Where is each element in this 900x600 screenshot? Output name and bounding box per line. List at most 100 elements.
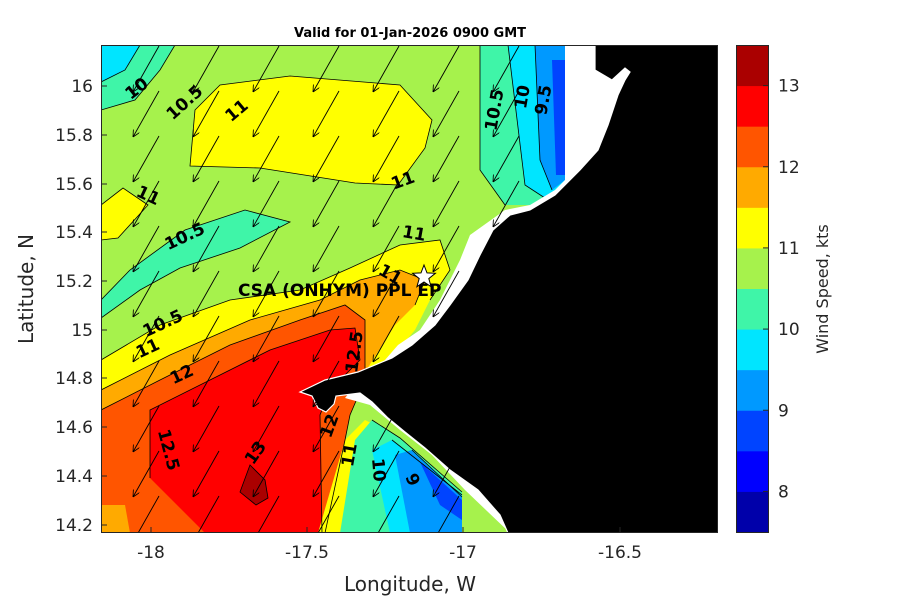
x-tick-label: -16.5: [598, 543, 642, 563]
wind-arrows: [133, 45, 580, 533]
contour-10.5-mid: [101, 209, 292, 319]
wind-arrow: [433, 180, 460, 227]
y-tick-label: 14.6: [55, 418, 93, 438]
wind-arrow: [253, 225, 280, 272]
wind-arrow: [313, 45, 340, 92]
y-tick-label: 14.2: [55, 516, 93, 536]
wind-arrow: [193, 405, 220, 452]
contour-label: 10: [367, 457, 389, 482]
wind-arrow: [433, 270, 460, 317]
wind-arrow: [437, 495, 460, 533]
colorbar-tick-label: 8: [778, 482, 789, 502]
colorbar-band: [736, 450, 768, 492]
wind-arrow: [373, 315, 400, 362]
contour-11-north: [189, 75, 433, 186]
site-label: CSA (ONHYM) PPL EP: [238, 281, 441, 301]
wind-arrow: [433, 135, 460, 182]
wind-arrow: [373, 90, 400, 137]
wind-arrow: [193, 225, 220, 272]
wind-arrow: [253, 360, 280, 407]
wind-arrow: [493, 225, 520, 272]
contour-10-nw: [101, 45, 141, 83]
wind-arrow: [373, 135, 400, 182]
wind-arrow: [373, 45, 400, 92]
wind-arrow: [313, 450, 340, 497]
wind-arrow: [193, 90, 220, 137]
wind-arrow: [133, 225, 160, 272]
contour-9.5-se: [411, 449, 463, 498]
x-tick-label: -18: [137, 543, 165, 563]
wind-arrow: [317, 495, 340, 533]
wind-arrow: [133, 45, 160, 92]
y-tick-label: 14.8: [55, 369, 93, 389]
wind-arrow: [313, 225, 340, 272]
wind-arrow: [197, 495, 220, 533]
wind-arrow: [493, 45, 520, 92]
contour-10.5-nw: [101, 45, 176, 111]
band-11-11.5-north: [190, 76, 432, 185]
land-mass: [298, 45, 718, 533]
wind-arrow: [253, 135, 280, 182]
map-area: [101, 45, 718, 533]
wind-arrow: [313, 90, 340, 137]
wind-arrow: [253, 315, 280, 362]
colorbar-band: [736, 288, 768, 330]
wind-arrow: [193, 180, 220, 227]
contour-11-west: [101, 187, 149, 241]
y-tick-label: 16: [71, 77, 93, 97]
wind-arrow: [373, 180, 400, 227]
colorbar-band: [736, 85, 768, 127]
colorbar-band: [736, 207, 768, 249]
colorbar-band: [736, 45, 768, 87]
contour-13: [239, 464, 269, 506]
wind-arrow: [133, 270, 160, 317]
wind-arrow: [193, 270, 220, 317]
wind-arrow: [553, 180, 580, 227]
wind-arrow: [493, 180, 520, 227]
wind-arrow: [253, 45, 280, 92]
colorbar-tick-label: 10: [778, 320, 800, 340]
wind-arrow: [433, 90, 460, 137]
wind-arrow: [133, 360, 160, 407]
colorbar-band: [736, 369, 768, 411]
wind-arrow: [433, 225, 460, 272]
band-13-13.5: [240, 465, 268, 505]
band-10-10.5-mid: [101, 210, 290, 318]
contour-lines: [101, 45, 553, 533]
colorbar-band: [736, 166, 768, 208]
wind-arrow: [253, 180, 280, 227]
wind-arrow: [133, 135, 160, 182]
x-axis: -18 -17.5 -17 -16.5 Longitude, W: [137, 527, 642, 596]
contour-11-south: [101, 239, 451, 361]
wind-arrow: [313, 270, 340, 317]
wind-arrow: [137, 495, 160, 533]
wind-arrow: [257, 495, 280, 533]
wind-arrow: [193, 135, 220, 182]
wind-arrow: [253, 90, 280, 137]
wind-arrow: [377, 495, 400, 533]
wind-arrow: [373, 225, 400, 272]
x-tick-label: -17: [449, 543, 477, 563]
x-tick-label: -17.5: [285, 543, 329, 563]
map-frame: [101, 45, 718, 533]
contour-label: 10: [511, 83, 535, 110]
wind-arrow: [133, 315, 160, 362]
site-star-marker: [411, 263, 437, 288]
band-8.5-9-ne: [552, 60, 565, 175]
band-9-9.5-se: [395, 450, 462, 533]
wind-arrow: [253, 270, 280, 317]
y-tick-label: 15: [71, 321, 93, 341]
colorbar-tick-label: 9: [778, 401, 789, 421]
wind-arrow: [133, 405, 160, 452]
wind-arrow: [493, 90, 520, 137]
colorbar-bands: [736, 45, 768, 533]
colorbar-tick-label: 12: [778, 158, 800, 178]
colorbar-band: [736, 247, 768, 289]
wind-arrow: [433, 45, 460, 92]
colorbar-band: [736, 491, 768, 533]
wind-arrow: [313, 405, 340, 452]
band-12.5-13: [150, 328, 360, 533]
colorbar-band: [736, 329, 768, 371]
wind-arrow: [493, 135, 520, 182]
wind-arrow: [193, 360, 220, 407]
